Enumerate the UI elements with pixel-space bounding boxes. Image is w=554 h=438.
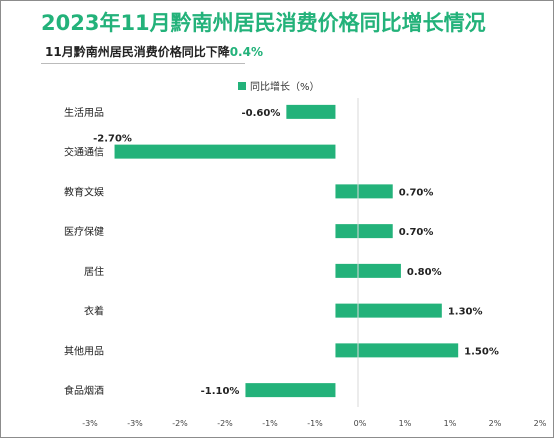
category-label: 居住 [84, 265, 104, 278]
subtitle-underline [41, 63, 245, 64]
x-tick-label: 1% [444, 419, 457, 428]
chart-subtitle: 11月黔南州居民消费价格同比下降0.4% [45, 43, 263, 60]
x-tick-label: 2% [489, 419, 502, 428]
data-label: 0.70% [399, 187, 434, 198]
data-label: -2.70% [93, 134, 132, 145]
category-label: 衣着 [84, 305, 104, 318]
bar [335, 184, 393, 199]
x-tick-label: -1% [262, 419, 278, 428]
chart-title: 2023年11月黔南州居民消费价格同比增长情况 [41, 11, 486, 35]
bar [335, 343, 459, 358]
category-label: 食品烟酒 [64, 384, 104, 397]
x-tick-label: -3% [82, 419, 98, 428]
x-tick-label: 2% [534, 419, 547, 428]
subtitle-text: 11月黔南州居民消费价格同比下降 [45, 45, 230, 59]
category-label: 其他用品 [64, 344, 104, 357]
x-tick-label: -1% [307, 419, 323, 428]
x-tick-label: -3% [127, 419, 143, 428]
category-label: 医疗保健 [64, 225, 104, 238]
bar [245, 383, 336, 398]
category-label: 交通通信 [64, 146, 104, 159]
bar [335, 224, 393, 239]
bar [335, 263, 401, 278]
data-label: 1.30% [448, 307, 483, 318]
bars-group: 生活用品 -0.60% 交通通信-2.70% 教育文娱 0.70% 医疗保健 0.70% 居住… [64, 104, 499, 398]
x-axis: -3% -3% -2% -2% -1% -1% 0% 1% 1% 2% 2% [82, 419, 547, 428]
bar [335, 303, 442, 318]
data-label: 1.50% [464, 346, 499, 357]
data-label: -0.60% [242, 108, 281, 119]
data-label: 0.70% [399, 227, 434, 238]
bar [114, 144, 336, 159]
x-tick-label: 0% [354, 419, 367, 428]
bar [286, 104, 336, 119]
category-label: 生活用品 [64, 106, 104, 119]
x-tick-label: -2% [217, 419, 233, 428]
x-tick-label: 1% [399, 419, 412, 428]
x-tick-label: -2% [172, 419, 188, 428]
legend: 同比增长（%） [238, 80, 320, 93]
subtitle-highlight: 0.4% [229, 45, 263, 59]
legend-swatch [238, 82, 246, 90]
data-label: 0.80% [407, 267, 442, 278]
data-label: -1.10% [201, 386, 240, 397]
legend-label: 同比增长（%） [250, 80, 320, 93]
category-label: 教育文娱 [64, 185, 104, 198]
